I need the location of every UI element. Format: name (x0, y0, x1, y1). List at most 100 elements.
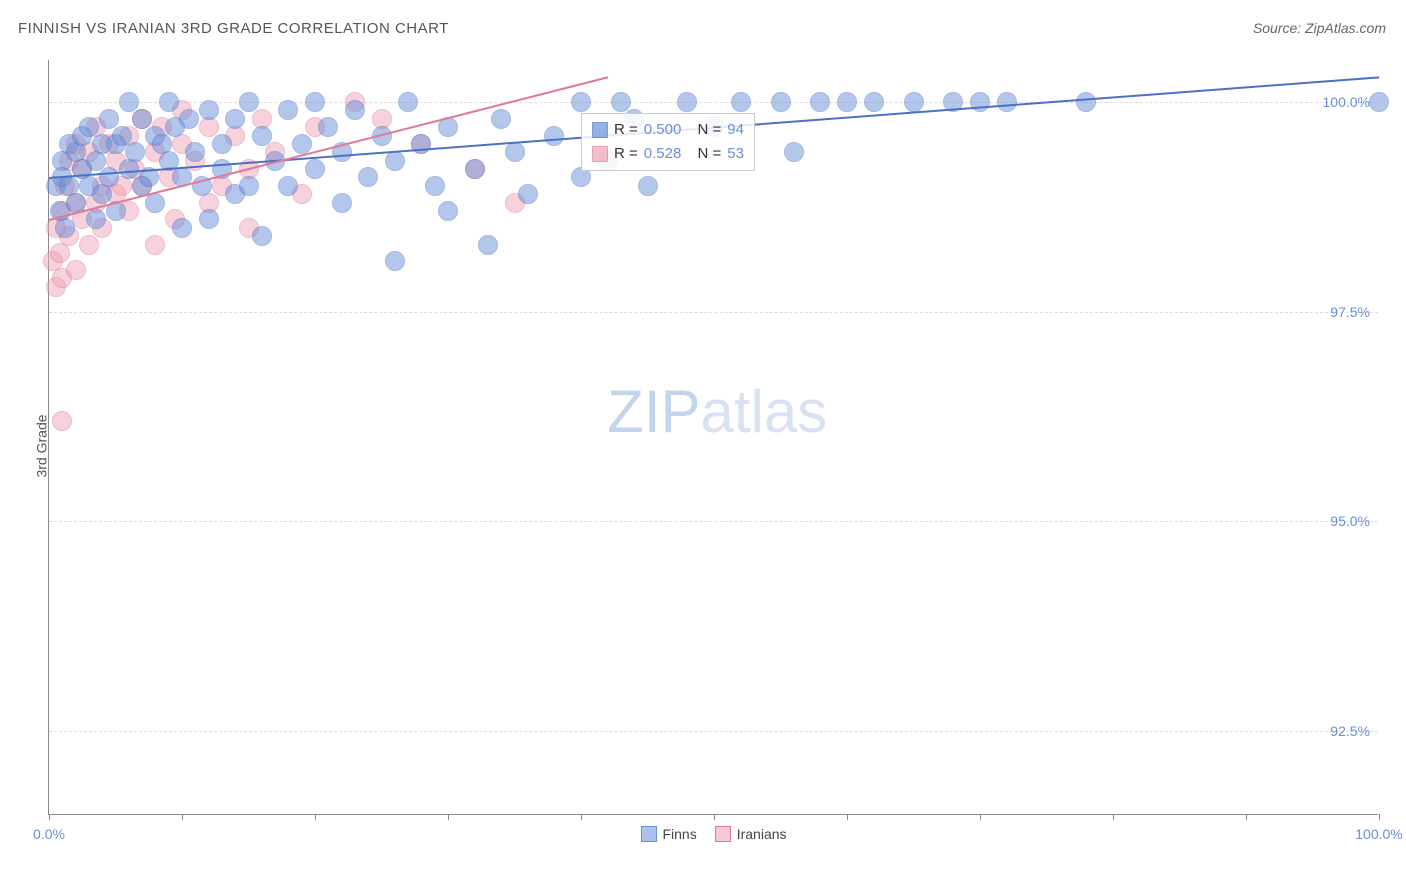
data-point (810, 92, 830, 112)
stats-row: R = 0.528 N = 53 (592, 142, 744, 166)
y-tick-label: 95.0% (1330, 513, 1370, 529)
data-point (478, 235, 498, 255)
stat-r-label: R = (614, 142, 638, 166)
data-point (837, 92, 857, 112)
chart-title: FINNISH VS IRANIAN 3RD GRADE CORRELATION… (18, 20, 449, 37)
data-point (86, 209, 106, 229)
stat-n-value: 94 (727, 118, 744, 142)
data-point (505, 142, 525, 162)
legend-label: Finns (662, 826, 696, 842)
stats-box: R = 0.500 N = 94R = 0.528 N = 53 (581, 113, 755, 171)
data-point (52, 411, 72, 431)
data-point (172, 218, 192, 238)
stat-r-label: R = (614, 118, 638, 142)
data-point (425, 176, 445, 196)
data-point (225, 109, 245, 129)
x-tick-mark (714, 814, 715, 820)
gridline (49, 521, 1378, 522)
data-point (318, 117, 338, 137)
x-tick-mark (182, 814, 183, 820)
data-point (305, 159, 325, 179)
data-point (465, 159, 485, 179)
x-tick-label: 100.0% (1355, 826, 1402, 842)
data-point (305, 92, 325, 112)
data-point (99, 109, 119, 129)
x-tick-label: 0.0% (33, 826, 65, 842)
data-point (99, 167, 119, 187)
data-point (66, 260, 86, 280)
x-tick-mark (315, 814, 316, 820)
source-attribution: Source: ZipAtlas.com (1253, 20, 1386, 36)
data-point (1369, 92, 1389, 112)
data-point (119, 92, 139, 112)
data-point (571, 92, 591, 112)
legend-swatch (640, 826, 656, 842)
data-point (55, 218, 75, 238)
data-point (125, 142, 145, 162)
x-tick-mark (581, 814, 582, 820)
data-point (771, 92, 791, 112)
legend-item: Finns (640, 826, 696, 842)
data-point (438, 201, 458, 221)
data-point (292, 134, 312, 154)
stat-n-value: 53 (727, 142, 744, 166)
series-swatch (592, 122, 608, 138)
data-point (491, 109, 511, 129)
y-tick-label: 97.5% (1330, 304, 1370, 320)
data-point (345, 100, 365, 120)
data-point (638, 176, 658, 196)
data-point (278, 100, 298, 120)
data-point (864, 92, 884, 112)
data-point (159, 92, 179, 112)
data-point (997, 92, 1017, 112)
data-point (185, 142, 205, 162)
data-point (731, 92, 751, 112)
data-point (544, 126, 564, 146)
data-point (252, 226, 272, 246)
data-point (1076, 92, 1096, 112)
x-tick-mark (847, 814, 848, 820)
data-point (79, 235, 99, 255)
data-point (239, 92, 259, 112)
data-point (278, 176, 298, 196)
x-tick-mark (1113, 814, 1114, 820)
data-point (132, 109, 152, 129)
data-point (611, 92, 631, 112)
y-tick-label: 92.5% (1330, 723, 1370, 739)
data-point (112, 126, 132, 146)
data-point (239, 176, 259, 196)
data-point (179, 109, 199, 129)
data-point (677, 92, 697, 112)
data-point (332, 193, 352, 213)
legend-swatch (715, 826, 731, 842)
watermark: ZIPatlas (607, 377, 827, 446)
stat-n-label: N = (697, 142, 721, 166)
plot-area: ZIPatlas 92.5%95.0%97.5%100.0%0.0%100.0%… (48, 60, 1378, 815)
gridline (49, 731, 1378, 732)
data-point (199, 209, 219, 229)
data-point (385, 151, 405, 171)
gridline (49, 312, 1378, 313)
data-point (212, 134, 232, 154)
data-point (518, 184, 538, 204)
x-tick-mark (49, 814, 50, 820)
data-point (199, 100, 219, 120)
legend-item: Iranians (715, 826, 787, 842)
x-tick-mark (1379, 814, 1380, 820)
x-tick-mark (448, 814, 449, 820)
x-tick-mark (980, 814, 981, 820)
series-swatch (592, 146, 608, 162)
data-point (784, 142, 804, 162)
data-point (398, 92, 418, 112)
stats-row: R = 0.500 N = 94 (592, 118, 744, 142)
stat-n-label: N = (697, 118, 721, 142)
data-point (904, 92, 924, 112)
data-point (145, 235, 165, 255)
stat-r-value: 0.528 (644, 142, 682, 166)
legend: Finns Iranians (640, 826, 786, 842)
legend-label: Iranians (737, 826, 787, 842)
stat-r-value: 0.500 (644, 118, 682, 142)
source-link[interactable]: ZipAtlas.com (1305, 20, 1386, 36)
data-point (252, 126, 272, 146)
source-prefix: Source: (1253, 20, 1305, 36)
